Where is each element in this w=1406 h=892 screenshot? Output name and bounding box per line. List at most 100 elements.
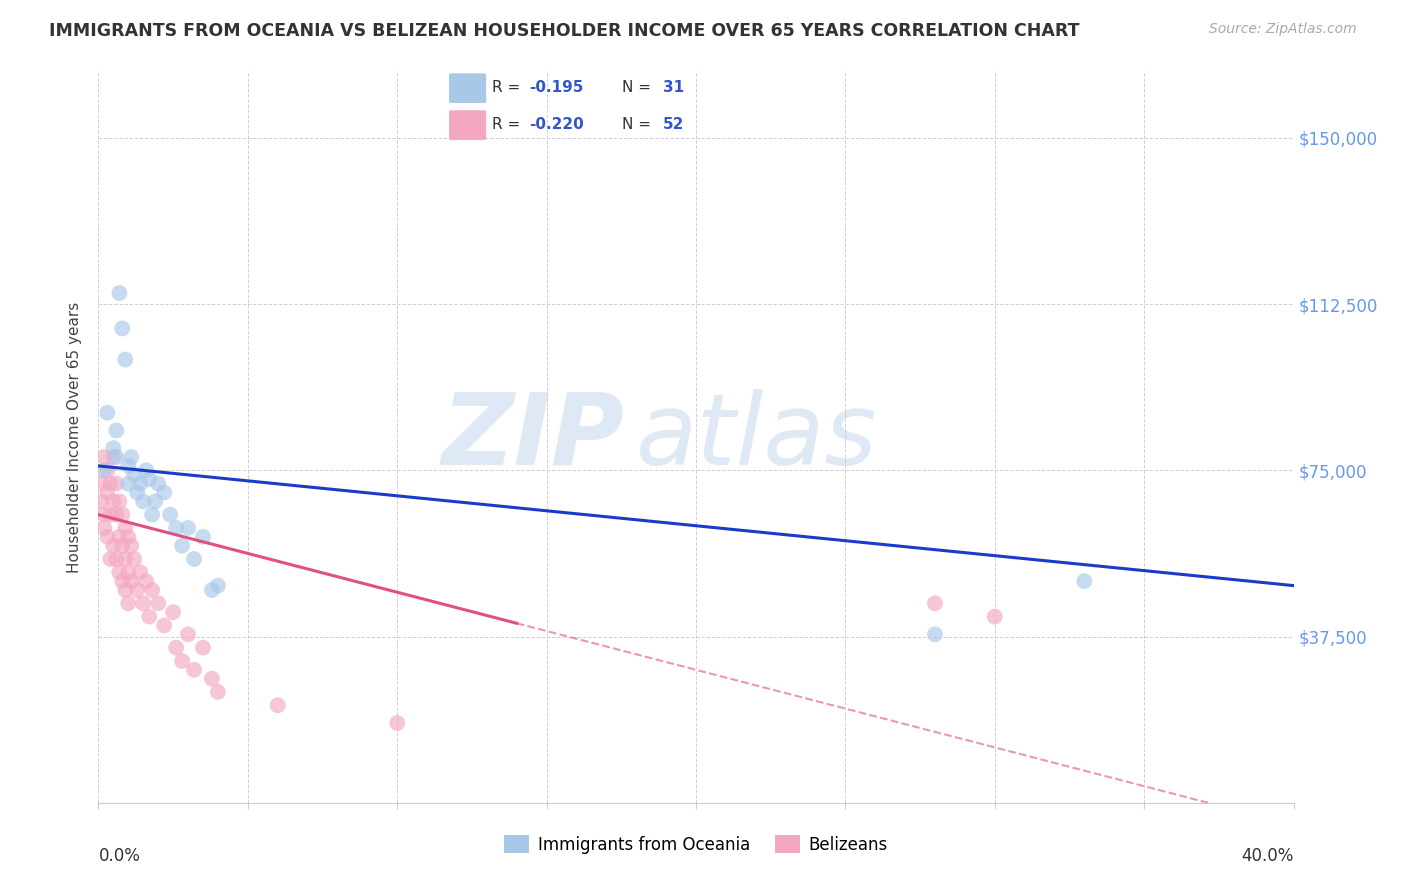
Point	[93, 521, 115, 535]
Point	[162, 605, 184, 619]
Text: -0.195: -0.195	[530, 80, 583, 95]
Point	[105, 508, 128, 522]
Point	[103, 494, 125, 508]
Point	[108, 494, 131, 508]
Point	[132, 494, 155, 508]
Point	[105, 450, 128, 464]
Point	[183, 663, 205, 677]
Point	[153, 618, 176, 632]
Point	[105, 476, 128, 491]
Point	[172, 539, 194, 553]
Point	[129, 566, 152, 580]
Point	[117, 530, 139, 544]
Point	[148, 476, 170, 491]
Point	[207, 685, 229, 699]
Point	[105, 552, 128, 566]
Text: atlas: atlas	[637, 389, 877, 485]
Point	[201, 582, 224, 597]
FancyBboxPatch shape	[449, 73, 486, 103]
Point	[132, 596, 155, 610]
Point	[117, 566, 139, 580]
Point	[267, 698, 290, 713]
Point	[138, 472, 160, 486]
Text: N =: N =	[623, 117, 657, 132]
Text: R =: R =	[492, 80, 526, 95]
Point	[135, 574, 157, 589]
Point	[96, 485, 118, 500]
Point	[127, 485, 149, 500]
Y-axis label: Householder Income Over 65 years: Householder Income Over 65 years	[67, 301, 83, 573]
Point	[90, 494, 112, 508]
Point	[141, 508, 163, 522]
FancyBboxPatch shape	[449, 111, 486, 140]
Point	[135, 463, 157, 477]
Point	[141, 582, 163, 597]
Point	[1073, 574, 1095, 589]
Point	[165, 640, 187, 655]
Point	[98, 552, 122, 566]
Point	[148, 596, 170, 610]
Point	[93, 450, 115, 464]
Point	[143, 494, 166, 508]
Text: R =: R =	[492, 117, 526, 132]
Point	[127, 582, 149, 597]
Point	[385, 716, 409, 731]
Point	[96, 406, 118, 420]
Point	[96, 530, 118, 544]
Point	[103, 450, 125, 464]
Point	[124, 467, 146, 482]
Point	[129, 476, 152, 491]
Point	[201, 672, 224, 686]
Point	[177, 627, 200, 641]
Point	[117, 476, 139, 491]
Point	[103, 441, 125, 455]
Text: IMMIGRANTS FROM OCEANIA VS BELIZEAN HOUSEHOLDER INCOME OVER 65 YEARS CORRELATION: IMMIGRANTS FROM OCEANIA VS BELIZEAN HOUS…	[49, 22, 1080, 40]
Point	[93, 463, 115, 477]
Point	[108, 566, 131, 580]
Point	[114, 582, 136, 597]
Point	[98, 476, 122, 491]
Text: 31: 31	[662, 80, 683, 95]
Point	[177, 521, 200, 535]
Point	[153, 485, 176, 500]
Point	[114, 521, 136, 535]
Point	[984, 609, 1007, 624]
Text: -0.220: -0.220	[530, 117, 585, 132]
Point	[108, 285, 131, 300]
Point	[96, 463, 118, 477]
Point	[111, 574, 134, 589]
Point	[165, 521, 187, 535]
Text: 0.0%: 0.0%	[98, 847, 141, 864]
Point	[172, 654, 194, 668]
Point	[105, 424, 128, 438]
Point	[138, 609, 160, 624]
Point	[191, 640, 214, 655]
Point	[191, 530, 214, 544]
Point	[108, 530, 131, 544]
Point	[924, 596, 946, 610]
Point	[114, 552, 136, 566]
Point	[117, 458, 139, 473]
Point	[103, 539, 125, 553]
Text: N =: N =	[623, 80, 657, 95]
Text: 52: 52	[662, 117, 683, 132]
Point	[93, 508, 115, 522]
Point	[111, 539, 134, 553]
Text: ZIP: ZIP	[441, 389, 624, 485]
Point	[98, 508, 122, 522]
Point	[111, 508, 134, 522]
Text: Source: ZipAtlas.com: Source: ZipAtlas.com	[1209, 22, 1357, 37]
Point	[114, 352, 136, 367]
Point	[120, 539, 142, 553]
Point	[183, 552, 205, 566]
Text: 40.0%: 40.0%	[1241, 847, 1294, 864]
Point	[207, 578, 229, 592]
Point	[159, 508, 181, 522]
Legend: Immigrants from Oceania, Belizeans: Immigrants from Oceania, Belizeans	[498, 829, 894, 860]
Point	[924, 627, 946, 641]
Point	[124, 552, 146, 566]
Point	[120, 574, 142, 589]
Point	[90, 476, 112, 491]
Point	[117, 596, 139, 610]
Point	[111, 321, 134, 335]
